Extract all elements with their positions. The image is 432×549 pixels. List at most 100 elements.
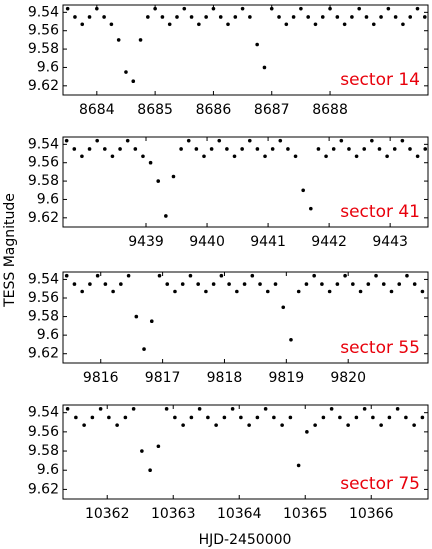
data-point <box>217 138 222 143</box>
data-point <box>204 289 208 294</box>
data-point <box>415 154 420 159</box>
y-tick-label: 9.56 <box>28 424 59 440</box>
data-point <box>364 15 369 19</box>
data-point <box>393 15 398 19</box>
data-point <box>377 147 382 151</box>
data-point <box>202 154 206 159</box>
data-point <box>415 6 420 11</box>
data-point <box>387 415 392 420</box>
data-point <box>289 337 293 342</box>
data-point <box>247 138 252 143</box>
data-point <box>138 38 143 42</box>
y-tick-label: 9.58 <box>28 41 59 57</box>
x-tick-label: 8688 <box>312 102 348 118</box>
data-point <box>284 22 289 27</box>
y-tick-label: 9.6 <box>37 59 59 75</box>
y-tick-label: 9.56 <box>28 290 59 306</box>
data-point <box>131 79 136 84</box>
data-point <box>397 282 402 286</box>
data-point <box>226 22 230 27</box>
data-point <box>206 415 210 420</box>
y-tick-label: 9.6 <box>37 327 59 343</box>
data-point <box>248 15 252 19</box>
data-point <box>381 282 386 286</box>
data-point <box>400 138 405 143</box>
y-tick-label: 9.54 <box>28 271 59 287</box>
data-point <box>255 415 260 420</box>
x-tick-label: 9818 <box>207 370 243 386</box>
data-point <box>225 147 229 151</box>
data-point <box>95 6 99 11</box>
data-point <box>405 273 409 278</box>
data-point <box>240 147 244 151</box>
data-point <box>420 289 425 294</box>
data-point <box>164 214 168 218</box>
data-point <box>374 273 378 278</box>
x-tick-label: 8687 <box>254 102 290 118</box>
data-point <box>263 154 267 159</box>
data-point <box>301 188 305 193</box>
data-point <box>296 463 301 468</box>
data-point <box>354 415 359 420</box>
data-point <box>98 407 103 411</box>
x-tick-label: 9817 <box>145 370 181 386</box>
data-point <box>115 423 119 427</box>
data-point <box>306 15 310 19</box>
plot-frame <box>62 136 429 228</box>
plot-frame <box>62 404 429 500</box>
data-point <box>242 282 247 286</box>
data-point <box>320 282 324 286</box>
data-point <box>186 138 191 143</box>
sector-label: sector 75 <box>340 474 420 494</box>
data-point <box>316 147 321 151</box>
data-point <box>321 415 326 420</box>
data-point <box>281 305 286 310</box>
data-point <box>102 15 106 19</box>
data-point <box>148 468 152 473</box>
data-point <box>293 154 298 159</box>
y-tick-label: 9.62 <box>28 481 59 497</box>
data-point <box>188 273 193 278</box>
sector-label: sector 55 <box>340 338 420 358</box>
y-tick-label: 9.56 <box>28 23 59 39</box>
x-tick-label: 9439 <box>128 234 164 250</box>
data-point <box>350 15 354 19</box>
data-point <box>233 15 238 19</box>
data-point <box>392 147 397 151</box>
sector-label: sector 14 <box>340 70 420 90</box>
data-point <box>313 22 318 27</box>
y-tick-label: 9.54 <box>28 136 59 152</box>
x-tick-label: 10364 <box>217 506 262 522</box>
data-point <box>379 423 383 427</box>
data-point <box>111 289 115 294</box>
y-tick-label: 9.6 <box>37 462 59 478</box>
data-point <box>214 423 218 427</box>
data-point <box>131 407 136 411</box>
data-point <box>165 282 170 286</box>
data-point <box>74 415 78 420</box>
data-point <box>309 206 313 211</box>
data-point <box>386 6 391 11</box>
data-point <box>141 154 145 159</box>
x-tick-label: 10365 <box>283 506 328 522</box>
data-point <box>179 147 183 151</box>
data-point <box>80 289 84 294</box>
y-tick-label: 9.58 <box>28 309 59 325</box>
data-point <box>160 15 165 19</box>
data-point <box>351 282 355 286</box>
data-point <box>142 347 146 351</box>
data-point <box>123 415 128 420</box>
data-point <box>181 423 185 427</box>
x-axis-label: HJD-2450000 <box>199 532 292 548</box>
data-point <box>263 407 268 411</box>
data-point <box>250 273 255 278</box>
data-point <box>291 15 296 19</box>
x-tick-label: 9440 <box>189 234 225 250</box>
data-point <box>420 415 425 420</box>
data-point <box>149 319 154 324</box>
data-point <box>156 179 161 183</box>
data-point <box>72 282 77 286</box>
data-point <box>362 147 367 151</box>
